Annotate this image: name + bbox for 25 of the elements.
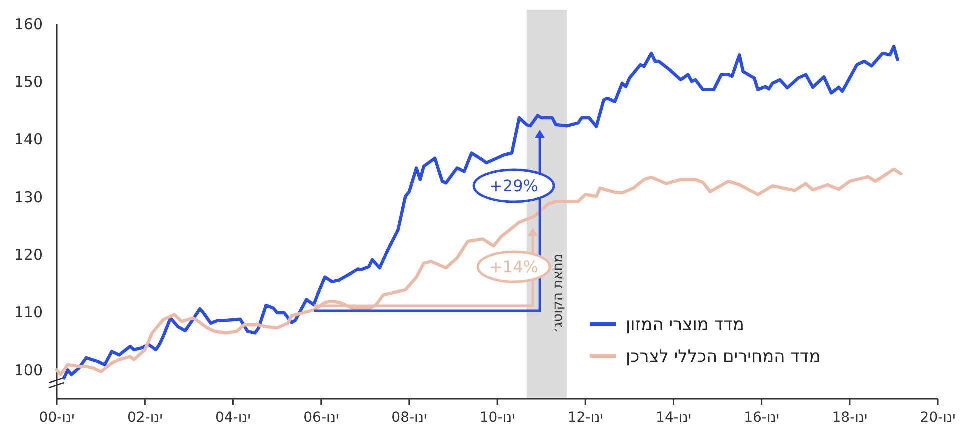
y-tick-label: 110 bbox=[14, 304, 43, 322]
annotation: +29% bbox=[490, 176, 538, 196]
x-tick-label: ינו-06 bbox=[304, 410, 340, 426]
x-tick-label: ינו-04 bbox=[215, 410, 251, 426]
x-tick-label: ינו-12 bbox=[568, 410, 604, 426]
y-tick-label: 100 bbox=[14, 361, 43, 380]
legend-label: מדד המחירים הכללי לצרכן bbox=[626, 347, 821, 367]
x-tick-label: ינו-10 bbox=[480, 410, 516, 426]
x-tick-label: ינו-02 bbox=[127, 410, 163, 426]
legend-label: מדד מוצרי המזון bbox=[626, 315, 744, 335]
x-tick-label: ינו-18 bbox=[832, 410, 868, 426]
x-tick-label: ינו-08 bbox=[392, 410, 428, 426]
x-tick-label: ינו-20 bbox=[920, 410, 956, 426]
line-series bbox=[55, 168, 903, 376]
x-tick-label: ינו-16 bbox=[744, 410, 780, 426]
y-tick-label: 160 bbox=[14, 15, 43, 34]
annotation: +14% bbox=[490, 258, 538, 277]
y-tick-label: 130 bbox=[14, 188, 43, 206]
y-tick-label: 120 bbox=[14, 246, 43, 264]
band-label: מחאת הקוטג׳ bbox=[551, 254, 566, 333]
line-series bbox=[62, 44, 900, 380]
y-tick-label: 150 bbox=[14, 72, 43, 91]
y-tick-label: 140 bbox=[14, 130, 43, 149]
x-tick-label: ינו-14 bbox=[656, 410, 692, 426]
x-tick-label: ינו-00 bbox=[39, 410, 75, 426]
